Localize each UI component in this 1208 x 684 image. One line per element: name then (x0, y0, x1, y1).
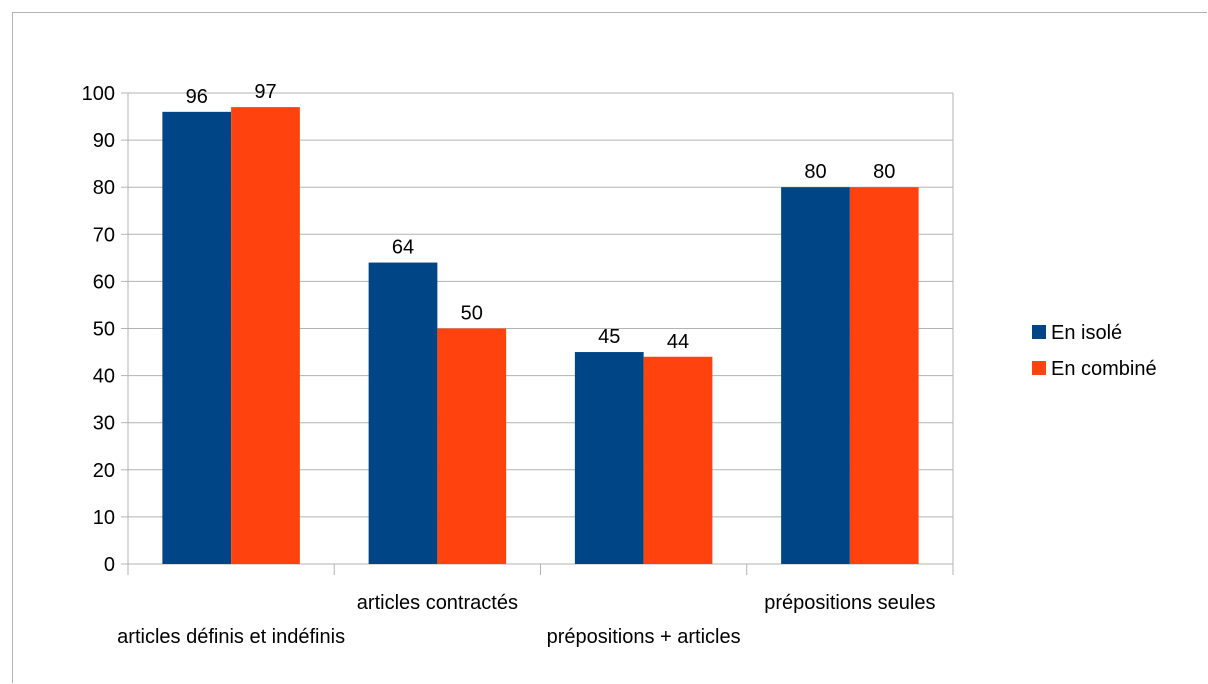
y-tick-label: 0 (104, 554, 115, 576)
y-tick-label: 70 (93, 224, 115, 246)
bar (368, 262, 438, 564)
data-label: 80 (804, 161, 826, 183)
y-tick-label: 50 (93, 319, 115, 341)
legend-label: En isolé (1051, 322, 1122, 344)
data-label: 97 (254, 81, 276, 103)
y-tick-label: 40 (93, 366, 115, 388)
bar (849, 187, 919, 564)
data-label: 96 (186, 86, 208, 108)
x-category-label: articles contractés (357, 592, 518, 614)
labels: 0 10 20 30 40 50 60 70 80 90 100 96 97 articles défin… (82, 81, 936, 648)
bars (162, 107, 919, 564)
y-tick-label: 100 (82, 83, 115, 105)
data-label: 80 (873, 161, 895, 183)
bar (574, 352, 644, 564)
bar (437, 328, 507, 564)
y-tick-label: 80 (93, 177, 115, 199)
y-tick-label: 60 (93, 271, 115, 293)
y-tick-label: 90 (93, 130, 115, 152)
data-label: 45 (598, 326, 620, 348)
bar (781, 187, 850, 564)
legend-label: En combiné (1051, 358, 1157, 380)
bar (162, 111, 232, 564)
bar (231, 107, 300, 564)
legend-swatch (1032, 361, 1046, 375)
y-tick-label: 20 (93, 460, 115, 482)
bar (643, 356, 713, 564)
y-tick-label: 10 (93, 507, 115, 529)
legend-swatch (1032, 325, 1046, 339)
data-label: 64 (392, 237, 414, 259)
y-tick-label: 30 (93, 413, 115, 435)
data-label: 50 (461, 303, 483, 325)
x-category-label: prépositions + articles (547, 626, 741, 648)
x-category-label: prépositions seules (764, 592, 935, 614)
data-label: 44 (667, 331, 689, 353)
legend: En isolé En combiné (1032, 322, 1157, 380)
x-category-label: articles définis et indéfinis (117, 626, 345, 648)
